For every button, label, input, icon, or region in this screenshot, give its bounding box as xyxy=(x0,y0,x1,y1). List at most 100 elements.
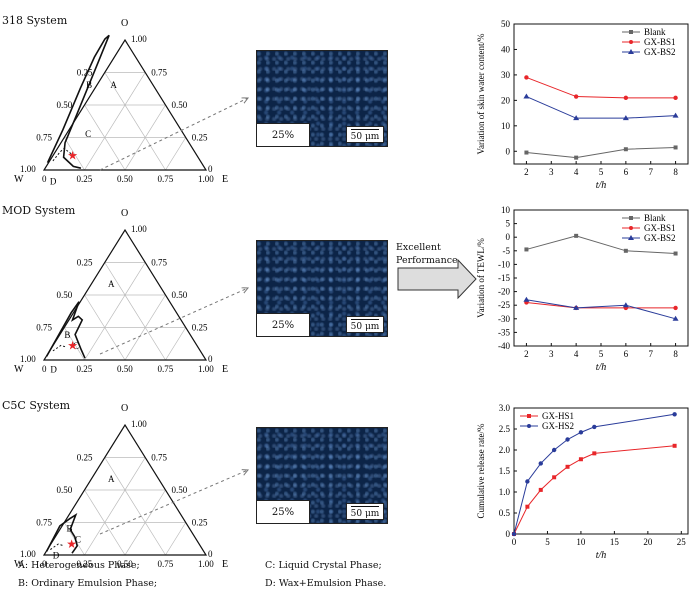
data-point xyxy=(592,451,597,456)
data-point xyxy=(524,247,529,252)
tick-label-zero: 0 xyxy=(208,354,213,364)
grid-line xyxy=(165,137,187,171)
data-point xyxy=(672,412,677,417)
data-point xyxy=(592,424,597,430)
data-point xyxy=(511,531,517,537)
data-point xyxy=(673,145,678,150)
series-line-gx-bs2 xyxy=(526,96,676,119)
tick-label-left: 0.75 xyxy=(36,133,52,143)
apex-label-right: E xyxy=(222,174,228,185)
tick-label-left: 0.75 xyxy=(36,323,52,333)
series-line-gx-bs2 xyxy=(526,299,676,320)
micrograph-mod: 25% 50 μm xyxy=(256,240,388,337)
apex-label-left: W xyxy=(14,559,24,570)
x-tick-label: 20 xyxy=(643,537,653,547)
micrograph-c5c: 25% 50 μm xyxy=(256,427,388,524)
tick-label-bottom: 0.75 xyxy=(158,174,174,184)
data-point xyxy=(552,475,557,480)
tick-label-bottom: 0.50 xyxy=(117,559,133,569)
data-point xyxy=(523,93,530,99)
region-label-b: B xyxy=(67,523,73,533)
legend-marker xyxy=(628,49,634,54)
x-tick-label: 6 xyxy=(624,349,629,359)
tick-label-top: 1.00 xyxy=(131,34,147,44)
x-tick-label: 2 xyxy=(524,349,529,359)
ternary-diagram-mod: O W E 1.00 0.25 0.75 0.25 0.50 0.50 0.50 0.75 0.25 0… xyxy=(14,208,228,375)
star-marker: ★ xyxy=(67,338,78,352)
y-tick-label: 2.0 xyxy=(499,445,511,455)
series-line-gx-bs1 xyxy=(526,301,676,309)
legend-label: GX-HS2 xyxy=(542,421,574,431)
x-axis-label: t/h xyxy=(596,180,607,191)
tick-label-zero: 0 xyxy=(208,549,213,559)
data-point xyxy=(574,155,579,160)
y-tick-label: 20 xyxy=(501,95,511,105)
grid-line xyxy=(63,522,85,556)
tick-label-left: 0.75 xyxy=(36,518,52,528)
legend-marker xyxy=(628,235,634,240)
legend-marker xyxy=(629,40,633,44)
chart-release: 0 0.5 1.0 1.5 2.0 2.5 3.0 0 5 10 15 20 25 t/h Cumulati… xyxy=(476,403,689,561)
tick-label-left: 1.00 xyxy=(20,354,36,364)
ternary-diagram-318: O W E 1.00 0.25 0.75 0.25 0.50 0.50 0.50 0.75 0.25 0… xyxy=(14,18,228,187)
y-tick-label: 1.5 xyxy=(499,466,511,476)
tick-label-left: 0.50 xyxy=(57,290,73,300)
data-point xyxy=(524,75,529,80)
apex-label-left: W xyxy=(14,174,24,185)
tick-label-left: 1.00 xyxy=(20,549,36,559)
x-tick-label: 7 xyxy=(648,349,653,359)
tick-label-zero: 0 xyxy=(208,164,213,174)
y-tick-label: -30 xyxy=(498,314,510,324)
x-tick-label: 4 xyxy=(574,349,579,359)
tick-label-right: 0.25 xyxy=(192,323,208,333)
tick-label-bottom: 1.00 xyxy=(198,174,214,184)
legend-label: GX-HS1 xyxy=(542,411,574,421)
data-point xyxy=(565,437,570,442)
apex-label-right: E xyxy=(222,559,228,570)
x-tick-label: 15 xyxy=(610,537,620,547)
y-tick-label: -40 xyxy=(498,341,510,351)
data-point xyxy=(525,479,530,484)
tick-label-bottom: 0.50 xyxy=(117,174,133,184)
y-tick-label: -5 xyxy=(503,246,511,256)
tick-label-left: 0.25 xyxy=(77,453,93,463)
series-line-gx-hs1 xyxy=(513,445,675,535)
legend-marker xyxy=(527,424,531,428)
phase-boundary-inner xyxy=(52,344,67,352)
y-tick-label: 5 xyxy=(506,219,511,229)
tick-label-top: 1.00 xyxy=(131,419,147,429)
x-tick-label: 2 xyxy=(524,167,529,177)
tick-label-left: 0.50 xyxy=(57,485,73,495)
region-label-a: A xyxy=(110,80,117,90)
legend-marker xyxy=(629,30,633,34)
y-tick-label: -15 xyxy=(498,273,510,283)
legend-note-a: A: Heterogeneous Phase; xyxy=(18,560,140,571)
plot-frame xyxy=(513,407,689,535)
tick-label-bottom: 0.25 xyxy=(77,174,93,184)
y-tick-label: 1.0 xyxy=(499,487,511,497)
apex-label-left: W xyxy=(14,364,24,375)
region-label-b: B xyxy=(64,330,70,340)
tick-label-bottom: 1.00 xyxy=(198,559,214,569)
data-point xyxy=(573,304,580,310)
tick-label-right: 0.75 xyxy=(151,258,167,268)
performance-label: Excellent Performance xyxy=(396,242,458,266)
data-point xyxy=(573,115,580,121)
data-point xyxy=(623,248,628,253)
tick-label-bottom: 1.00 xyxy=(198,364,214,374)
phase-boundary-inner xyxy=(50,543,65,550)
data-point xyxy=(578,430,584,435)
apex-label-top: O xyxy=(121,18,128,29)
data-point xyxy=(672,443,677,448)
apex-label-top: O xyxy=(121,208,128,219)
data-point xyxy=(673,305,678,311)
phase-boundary xyxy=(45,301,86,359)
x-tick-label: 25 xyxy=(677,537,687,547)
data-point xyxy=(565,464,570,469)
tick-label-right: 0.50 xyxy=(172,290,188,300)
data-point xyxy=(578,457,583,462)
data-point xyxy=(672,112,679,118)
apex-label-right: E xyxy=(222,364,228,375)
system-label-mod: MOD System xyxy=(2,204,76,217)
legend-marker xyxy=(629,226,633,230)
